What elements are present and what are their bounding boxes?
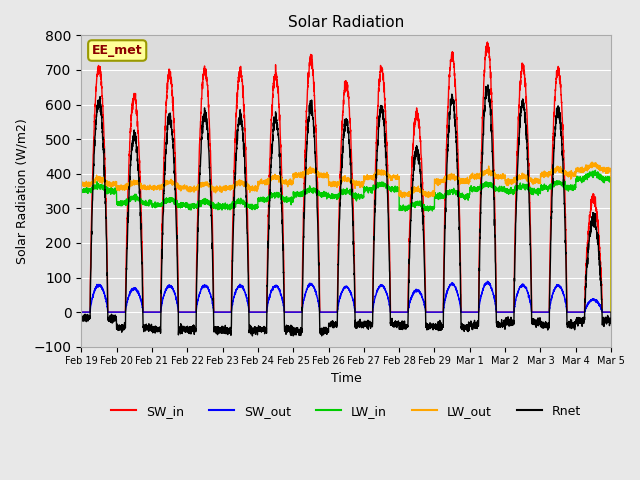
Line: SW_out: SW_out [81,281,611,312]
Title: Solar Radiation: Solar Radiation [288,15,404,30]
SW_in [465,309,472,315]
Line: LW_out: LW_out [81,162,611,312]
SW_in [607,309,615,315]
Y-axis label: Solar Radiation (W/m2): Solar Radiation (W/m2) [15,118,28,264]
Rnet [436,325,444,331]
SW_out [435,309,443,315]
LW_in [591,168,599,173]
SW_out [173,297,180,302]
LW_in [326,194,334,200]
Rnet [484,82,492,88]
LW_in [173,201,180,206]
LW_out [607,166,614,172]
Rnet [173,227,180,232]
Rnet [495,323,503,329]
Text: EE_met: EE_met [92,44,143,57]
SW_out [607,309,615,315]
SW_in [607,309,614,315]
Rnet [607,309,615,315]
SW_out [607,309,614,315]
Line: Rnet: Rnet [81,85,611,336]
LW_out [495,172,502,178]
LW_out [607,309,615,315]
SW_in [77,309,85,315]
LW_in [607,309,615,315]
LW_in [607,178,614,183]
LW_out [77,180,85,186]
SW_in [173,197,180,203]
Rnet [77,318,85,324]
LW_out [435,180,443,186]
LW_in [77,190,85,195]
SW_in [484,39,492,45]
SW_out [77,309,85,315]
X-axis label: Time: Time [331,372,362,385]
Rnet [248,333,256,339]
LW_out [588,159,596,165]
SW_in [326,309,334,315]
Line: LW_in: LW_in [81,170,611,312]
SW_out [326,309,334,315]
Rnet [465,324,472,330]
Line: SW_in: SW_in [81,42,611,312]
SW_out [484,278,492,284]
LW_in [435,191,443,196]
SW_out [495,309,502,315]
Rnet [607,319,614,325]
SW_out [465,309,472,315]
LW_out [173,183,180,189]
Rnet [326,322,334,327]
Legend: SW_in, SW_out, LW_in, LW_out, Rnet: SW_in, SW_out, LW_in, LW_out, Rnet [106,400,586,423]
LW_out [465,181,472,187]
LW_in [495,187,502,193]
SW_in [495,309,502,315]
SW_in [435,309,443,315]
LW_in [465,191,472,197]
LW_out [326,181,334,187]
